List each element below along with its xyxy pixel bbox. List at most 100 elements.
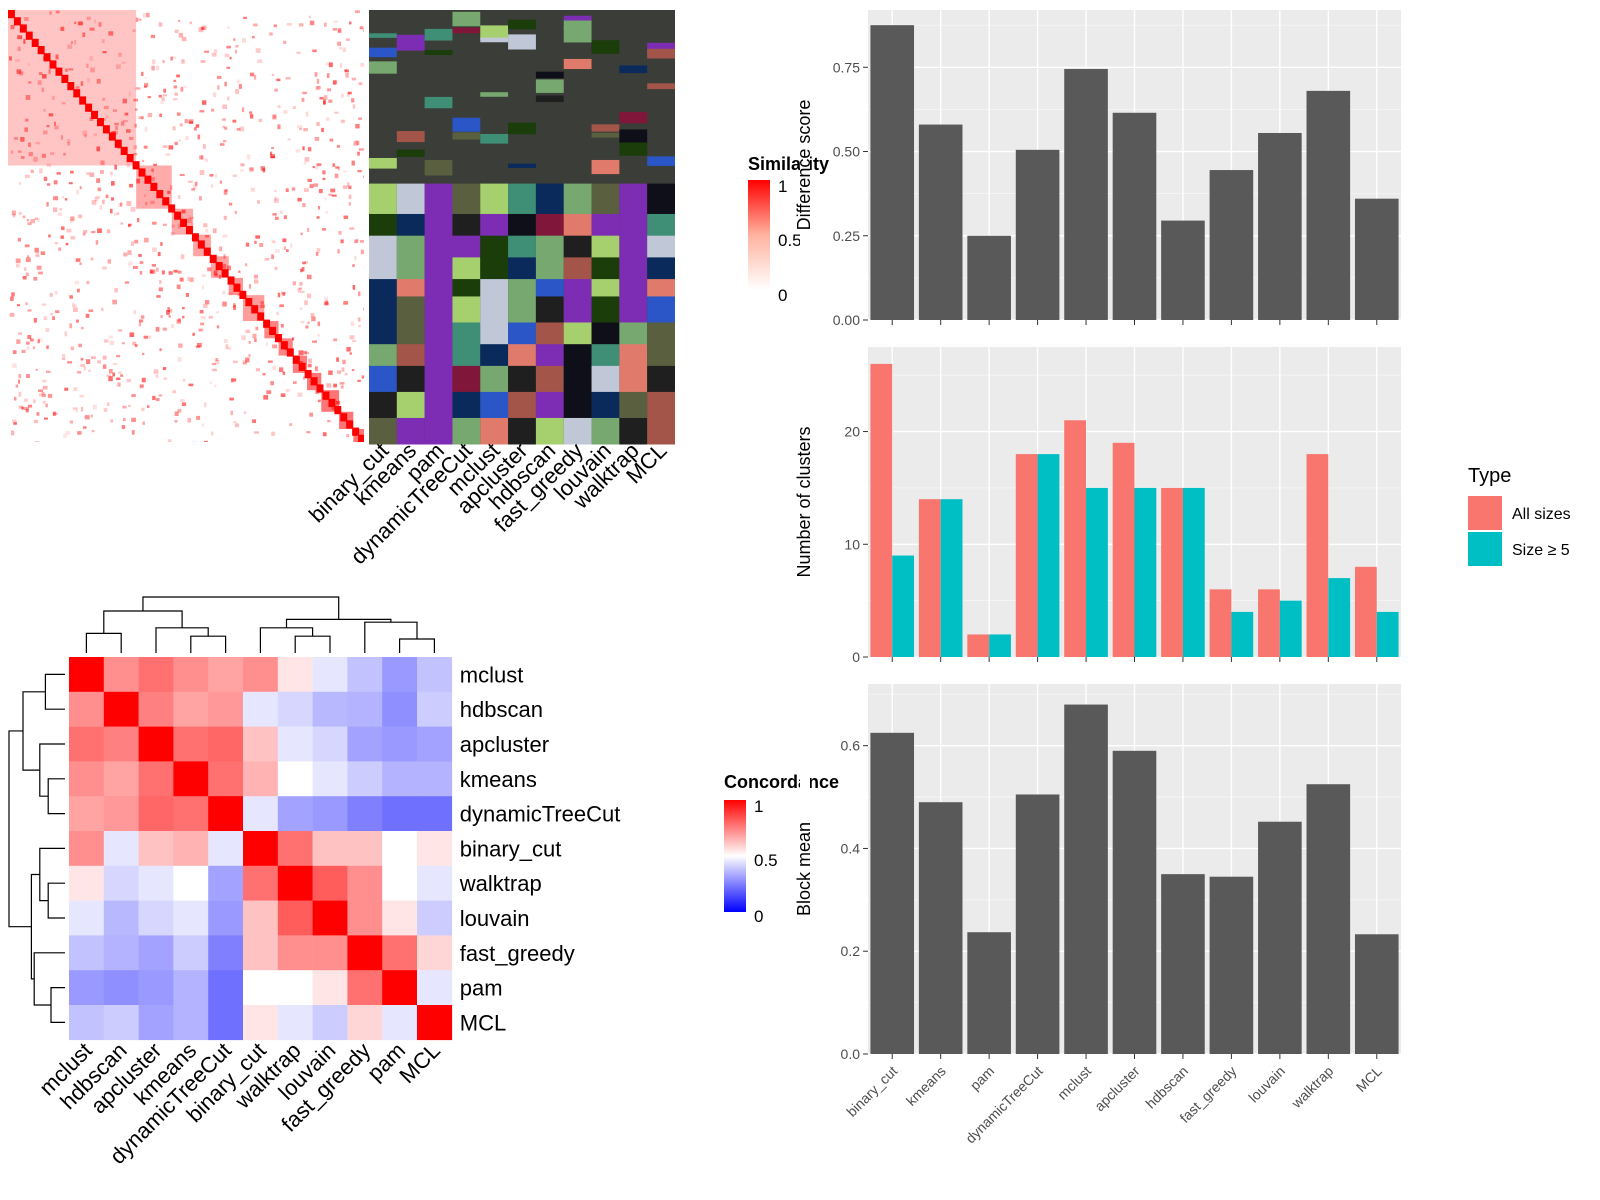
membership-cell bbox=[424, 391, 453, 419]
bar-size-ge-5 bbox=[1231, 611, 1254, 657]
similarity-cell bbox=[84, 134, 87, 138]
similarity-diagonal-cell bbox=[37, 46, 45, 55]
similarity-cell bbox=[345, 38, 350, 41]
membership-cell bbox=[396, 279, 425, 297]
similarity-cell bbox=[103, 408, 108, 412]
similarity-cell bbox=[202, 285, 205, 290]
concordance-column-labels: mclusthdbscanapclusterkmeansdynamicTreeC… bbox=[34, 1038, 445, 1169]
similarity-cell bbox=[286, 23, 292, 26]
membership-cell bbox=[563, 27, 592, 43]
similarity-cell bbox=[209, 381, 212, 384]
similarity-cell bbox=[162, 327, 167, 331]
concordance-cell bbox=[69, 726, 105, 762]
similarity-cell bbox=[297, 125, 303, 129]
similarity-cell bbox=[200, 155, 204, 160]
similarity-cell bbox=[97, 228, 102, 233]
similarity-cell bbox=[149, 269, 153, 274]
similarity-cell bbox=[102, 266, 107, 270]
membership-cell bbox=[535, 71, 564, 79]
concordance-cell bbox=[103, 900, 139, 936]
similarity-diagonal-cell bbox=[85, 103, 93, 112]
similarity-cell bbox=[357, 169, 362, 173]
similarity-cell bbox=[155, 326, 160, 332]
dendrogram-branch bbox=[190, 635, 227, 653]
concordance-row-label: walktrap bbox=[459, 871, 542, 896]
similarity-cell bbox=[177, 356, 182, 362]
similarity-cell bbox=[309, 20, 315, 26]
concordance-cell bbox=[243, 726, 279, 762]
similarity-cell bbox=[128, 404, 131, 407]
similarity-cell bbox=[361, 375, 364, 379]
similarity-cell bbox=[102, 51, 107, 54]
similarity-cell bbox=[151, 247, 157, 253]
bar bbox=[1209, 876, 1254, 1054]
similarity-cell bbox=[59, 208, 63, 211]
membership-cell bbox=[480, 417, 509, 445]
similarity-cell bbox=[93, 404, 97, 410]
similarity-cell bbox=[241, 37, 246, 43]
membership-cell bbox=[369, 183, 397, 215]
similarity-diagonal-cell bbox=[251, 305, 259, 314]
similarity-cell bbox=[358, 291, 361, 297]
similarity-cell bbox=[17, 35, 23, 40]
similarity-diagonal-cell bbox=[13, 17, 21, 26]
similarity-cell bbox=[302, 146, 305, 151]
similarity-cell bbox=[114, 122, 119, 126]
similarity-cell bbox=[151, 177, 156, 182]
similarity-cell bbox=[70, 41, 73, 44]
x-tick-label: kmeans bbox=[903, 1063, 949, 1109]
similarity-cell bbox=[35, 255, 40, 258]
similarity-cell bbox=[73, 387, 78, 392]
similarity-cell bbox=[26, 374, 30, 378]
similarity-cell bbox=[259, 243, 264, 248]
similarity-cell bbox=[51, 95, 55, 100]
similarity-cell bbox=[207, 267, 212, 272]
similarity-cell bbox=[316, 78, 320, 84]
concordance-cell bbox=[103, 831, 139, 867]
membership-cell bbox=[508, 417, 536, 445]
membership-cell bbox=[563, 235, 592, 258]
membership-cell bbox=[535, 391, 564, 419]
membership-cell bbox=[647, 344, 675, 367]
membership-cell bbox=[452, 417, 481, 445]
similarity-cell bbox=[212, 368, 217, 372]
membership-cell bbox=[396, 257, 425, 280]
similarity-cell bbox=[152, 395, 156, 401]
similarity-cell bbox=[254, 240, 257, 244]
similarity-cell bbox=[54, 121, 57, 126]
membership-cell bbox=[591, 391, 620, 419]
similarity-cell bbox=[61, 226, 65, 231]
similarity-cell bbox=[24, 17, 29, 21]
similarity-cell bbox=[204, 235, 210, 238]
similarity-diagonal-cell bbox=[304, 370, 312, 379]
similarity-cell bbox=[322, 177, 326, 180]
similarity-cell bbox=[223, 139, 227, 143]
concordance-cell bbox=[277, 900, 313, 936]
bar bbox=[967, 235, 1011, 320]
membership-cell bbox=[424, 417, 453, 445]
similarity-cell bbox=[265, 342, 269, 346]
bar-all-sizes bbox=[1112, 442, 1135, 657]
similarity-cell bbox=[8, 56, 12, 61]
similarity-cell bbox=[218, 274, 221, 279]
similarity-cell bbox=[181, 402, 187, 407]
membership-cell bbox=[563, 20, 592, 31]
similarity-cell bbox=[158, 394, 163, 397]
similarity-cell bbox=[141, 377, 146, 383]
similarity-cell bbox=[79, 186, 82, 190]
similarity-cell bbox=[73, 307, 78, 312]
concordance-cell bbox=[243, 691, 279, 727]
similarity-diagonal-cell bbox=[191, 233, 199, 242]
similarity-cell bbox=[233, 38, 236, 41]
similarity-cell bbox=[269, 32, 273, 36]
similarity-cell bbox=[201, 25, 207, 31]
similarity-cell bbox=[22, 215, 26, 219]
similarity-cell bbox=[77, 371, 82, 374]
membership-cell bbox=[452, 27, 481, 34]
membership-cell bbox=[535, 344, 564, 367]
similarity-cell bbox=[296, 51, 301, 54]
similarity-cell bbox=[172, 98, 178, 101]
similarity-cell bbox=[67, 361, 73, 364]
similarity-cell bbox=[305, 325, 309, 329]
dendrogram-branch bbox=[50, 987, 65, 1023]
